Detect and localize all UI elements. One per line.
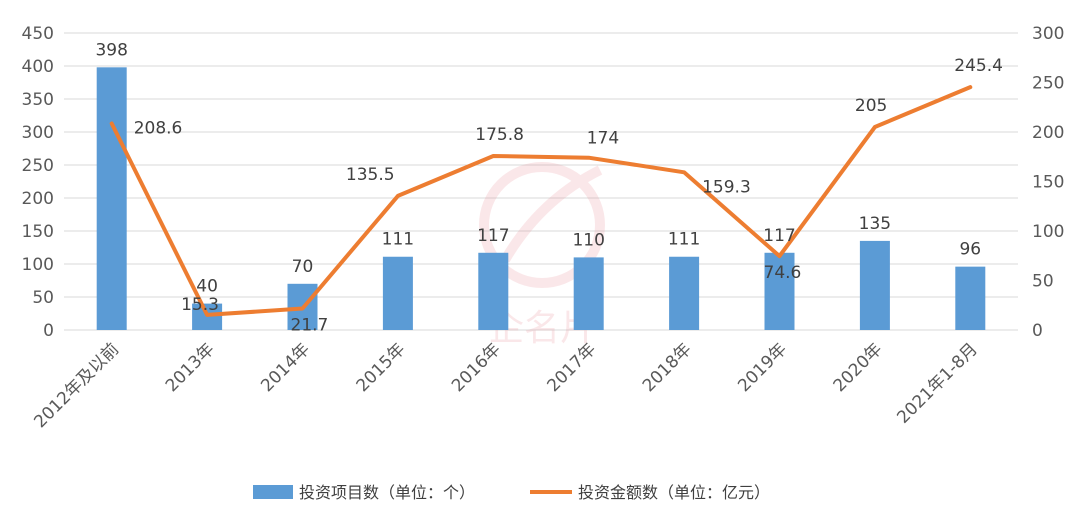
bar-data-label: 40	[196, 277, 218, 297]
legend-swatch-bar	[253, 485, 293, 499]
line-data-label: 21.7	[291, 316, 329, 336]
line-data-label: 135.5	[346, 165, 395, 185]
bar	[478, 252, 509, 330]
x-tick-label: 2015年	[353, 339, 410, 396]
bar-data-label: 398	[95, 40, 127, 60]
y-left-tick-label: 400	[22, 57, 54, 77]
data-labels: 398 40 70 111 117 110 111 117 135 96 208.6 15.3 21.7…	[95, 40, 1002, 335]
bar	[382, 256, 413, 330]
x-tick-label: 2016年	[448, 339, 505, 396]
x-tick-label: 2019年	[734, 339, 791, 396]
legend: 投资项目数（单位：个） 投资金额数（单位：亿元）	[253, 483, 770, 502]
bar-data-label: 111	[382, 230, 414, 250]
bar-data-label: 110	[572, 230, 604, 250]
line-data-label: 175.8	[475, 125, 524, 145]
bar	[669, 256, 700, 330]
bar-data-label: 117	[477, 226, 509, 246]
bar	[96, 67, 127, 330]
y-left-tick-label: 100	[22, 255, 54, 275]
bar-data-label: 135	[859, 214, 891, 234]
y-left-tick-label: 250	[22, 156, 54, 176]
x-tick-label: 2014年	[257, 339, 314, 396]
legend-label-line: 投资金额数（单位：亿元）	[578, 483, 770, 502]
x-tick-label: 2013年	[162, 339, 219, 396]
x-tick-label: 2020年	[830, 339, 887, 396]
y-left-tick-label: 300	[22, 123, 54, 143]
y-left-tick-label: 450	[22, 24, 54, 44]
bar	[573, 257, 604, 330]
y-axis-right: 0 50 100 150 200 250 300	[1032, 24, 1064, 341]
bar	[955, 266, 986, 330]
bar	[764, 252, 795, 330]
y-right-tick-label: 150	[1032, 173, 1064, 193]
line-data-label: 174	[587, 129, 619, 149]
line-data-label: 159.3	[702, 177, 751, 197]
y-right-tick-label: 300	[1032, 24, 1064, 44]
y-left-tick-label: 200	[22, 189, 54, 209]
bar-series	[96, 67, 986, 330]
bar-data-label: 117	[763, 226, 795, 246]
y-right-tick-label: 250	[1032, 74, 1064, 94]
gridlines	[64, 32, 1018, 331]
bar	[859, 240, 890, 330]
y-right-tick-label: 0	[1032, 321, 1043, 341]
x-tick-label: 2021年1-8月	[893, 339, 981, 427]
y-axis-left: 0 50 100 150 200 250 300 350 400 450	[22, 24, 54, 341]
y-right-tick-label: 200	[1032, 123, 1064, 143]
y-right-tick-label: 50	[1032, 272, 1054, 292]
y-left-tick-label: 0	[43, 321, 54, 341]
y-right-tick-label: 100	[1032, 222, 1064, 242]
line-data-label: 74.6	[764, 263, 802, 283]
x-tick-label: 2018年	[639, 339, 696, 396]
line-data-label: 205	[855, 96, 887, 116]
legend-label-bar: 投资项目数（单位：个）	[299, 483, 475, 502]
x-tick-label: 2012年及以前	[30, 339, 123, 432]
line-series	[109, 85, 973, 317]
line-data-label: 15.3	[181, 295, 219, 315]
bar-data-label: 96	[959, 240, 981, 260]
bar-data-label: 111	[668, 230, 700, 250]
y-left-tick-label: 150	[22, 222, 54, 242]
line-path	[109, 85, 973, 317]
y-left-tick-label: 350	[22, 90, 54, 110]
y-left-tick-label: 50	[32, 288, 54, 308]
line-data-label: 245.4	[954, 56, 1003, 76]
line-data-label: 208.6	[134, 118, 183, 138]
bar-data-label: 70	[292, 257, 314, 277]
x-axis: 2012年及以前 2013年 2014年 2015年 2016年 2017年 2018年 20…	[30, 339, 981, 432]
